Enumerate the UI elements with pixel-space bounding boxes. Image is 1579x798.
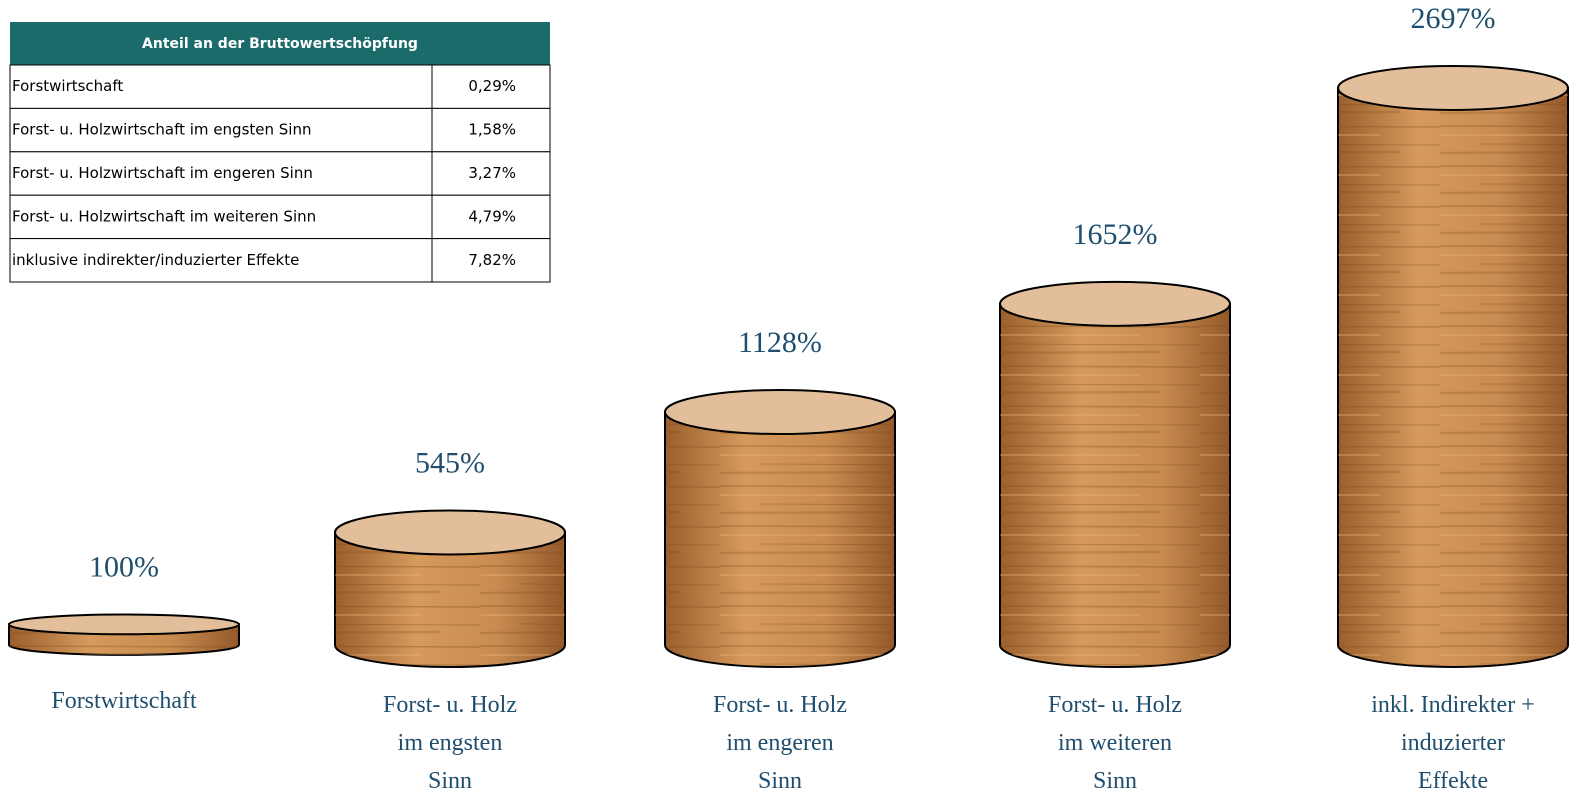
- cylinder-top: [1337, 65, 1569, 111]
- table-row: [9, 64, 551, 109]
- table-value: 7,82%: [468, 251, 516, 269]
- cylinder-grain: [335, 532, 565, 667]
- table-header: [10, 22, 550, 65]
- category-label: Effekte: [1418, 768, 1488, 794]
- value-label: 2697%: [1411, 2, 1496, 35]
- table-label: Forst- u. Holzwirtschaft im engsten Sinn: [12, 121, 311, 139]
- cylinder-top: [999, 280, 1231, 327]
- table-value: 4,79%: [468, 207, 516, 225]
- category-label: inkl. Indirekter +: [1371, 692, 1535, 718]
- table-label: Forst- u. Holzwirtschaft im engeren Sinn: [12, 164, 313, 182]
- table-value: 0,29%: [468, 77, 516, 95]
- cylinder-grain: [1000, 303, 1230, 667]
- table-row: [9, 151, 551, 196]
- category-label: im weiteren: [1058, 730, 1172, 756]
- cylinder-top: [334, 509, 566, 556]
- table-value: 1,58%: [468, 121, 516, 139]
- category-label: Sinn: [1093, 768, 1137, 794]
- value-label: 545%: [415, 446, 485, 479]
- table-label: Forstwirtschaft: [12, 77, 123, 95]
- category-label: Forst- u. Holz: [383, 692, 517, 718]
- value-label: 100%: [89, 550, 159, 583]
- category-label: Forst- u. Holz: [1048, 692, 1182, 718]
- category-label: induzierter: [1401, 730, 1505, 756]
- cylinder-top: [8, 613, 240, 636]
- cylinder-grain: [665, 412, 895, 667]
- category-label: im engsten: [398, 730, 503, 756]
- cylinder-top: [664, 389, 896, 436]
- category-label: Forstwirtschaft: [51, 688, 197, 714]
- table-label: Forst- u. Holzwirtschaft im weiteren Sin…: [12, 207, 316, 225]
- table-label: inklusive indirekter/induzierter Effekte: [12, 251, 299, 269]
- category-label: Sinn: [428, 768, 472, 794]
- table-value: 3,27%: [468, 164, 516, 182]
- category-label: Forst- u. Holz: [713, 692, 847, 718]
- value-label: 1652%: [1073, 218, 1158, 251]
- category-label: im engeren: [726, 730, 833, 756]
- value-label: 1128%: [738, 326, 822, 359]
- table: Anteil an der Bruttowertschöpfung Forstw…: [9, 22, 551, 283]
- table-row: [9, 238, 551, 283]
- cylinder-grain: [1338, 88, 1568, 667]
- table-row: [9, 194, 551, 240]
- table-title: Anteil an der Bruttowertschöpfung: [142, 36, 418, 52]
- category-label: Sinn: [758, 768, 802, 794]
